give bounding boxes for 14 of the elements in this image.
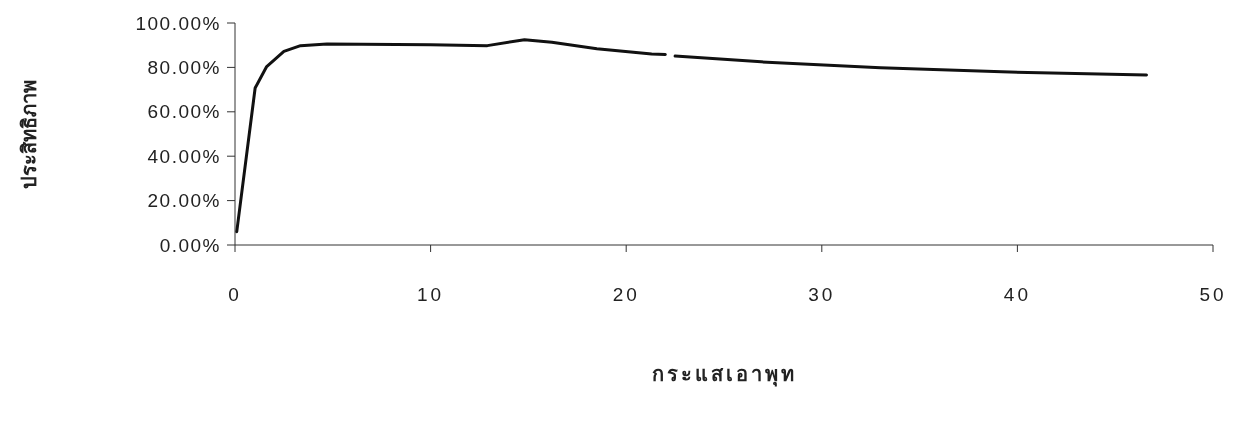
y-tick-label: 0.00%: [159, 234, 221, 256]
x-tick-label: 40: [1003, 284, 1031, 305]
y-axis-title: ประสิทธิภาพ: [18, 79, 40, 189]
x-axis-title: กระแสเอาพุท: [651, 363, 797, 387]
y-tick-label: 20.00%: [147, 190, 221, 212]
x-tick-label: 0: [228, 284, 242, 305]
y-tick-label: 40.00%: [147, 145, 221, 167]
y-tick-label: 100.00%: [135, 12, 221, 34]
x-tick-label: 50: [1199, 284, 1227, 305]
x-tick-label: 30: [808, 284, 836, 305]
x-tick-label: 20: [612, 284, 640, 305]
y-tick-label: 80.00%: [147, 57, 221, 79]
y-tick-label: 60.00%: [147, 101, 221, 123]
x-tick-label: 10: [417, 284, 445, 305]
